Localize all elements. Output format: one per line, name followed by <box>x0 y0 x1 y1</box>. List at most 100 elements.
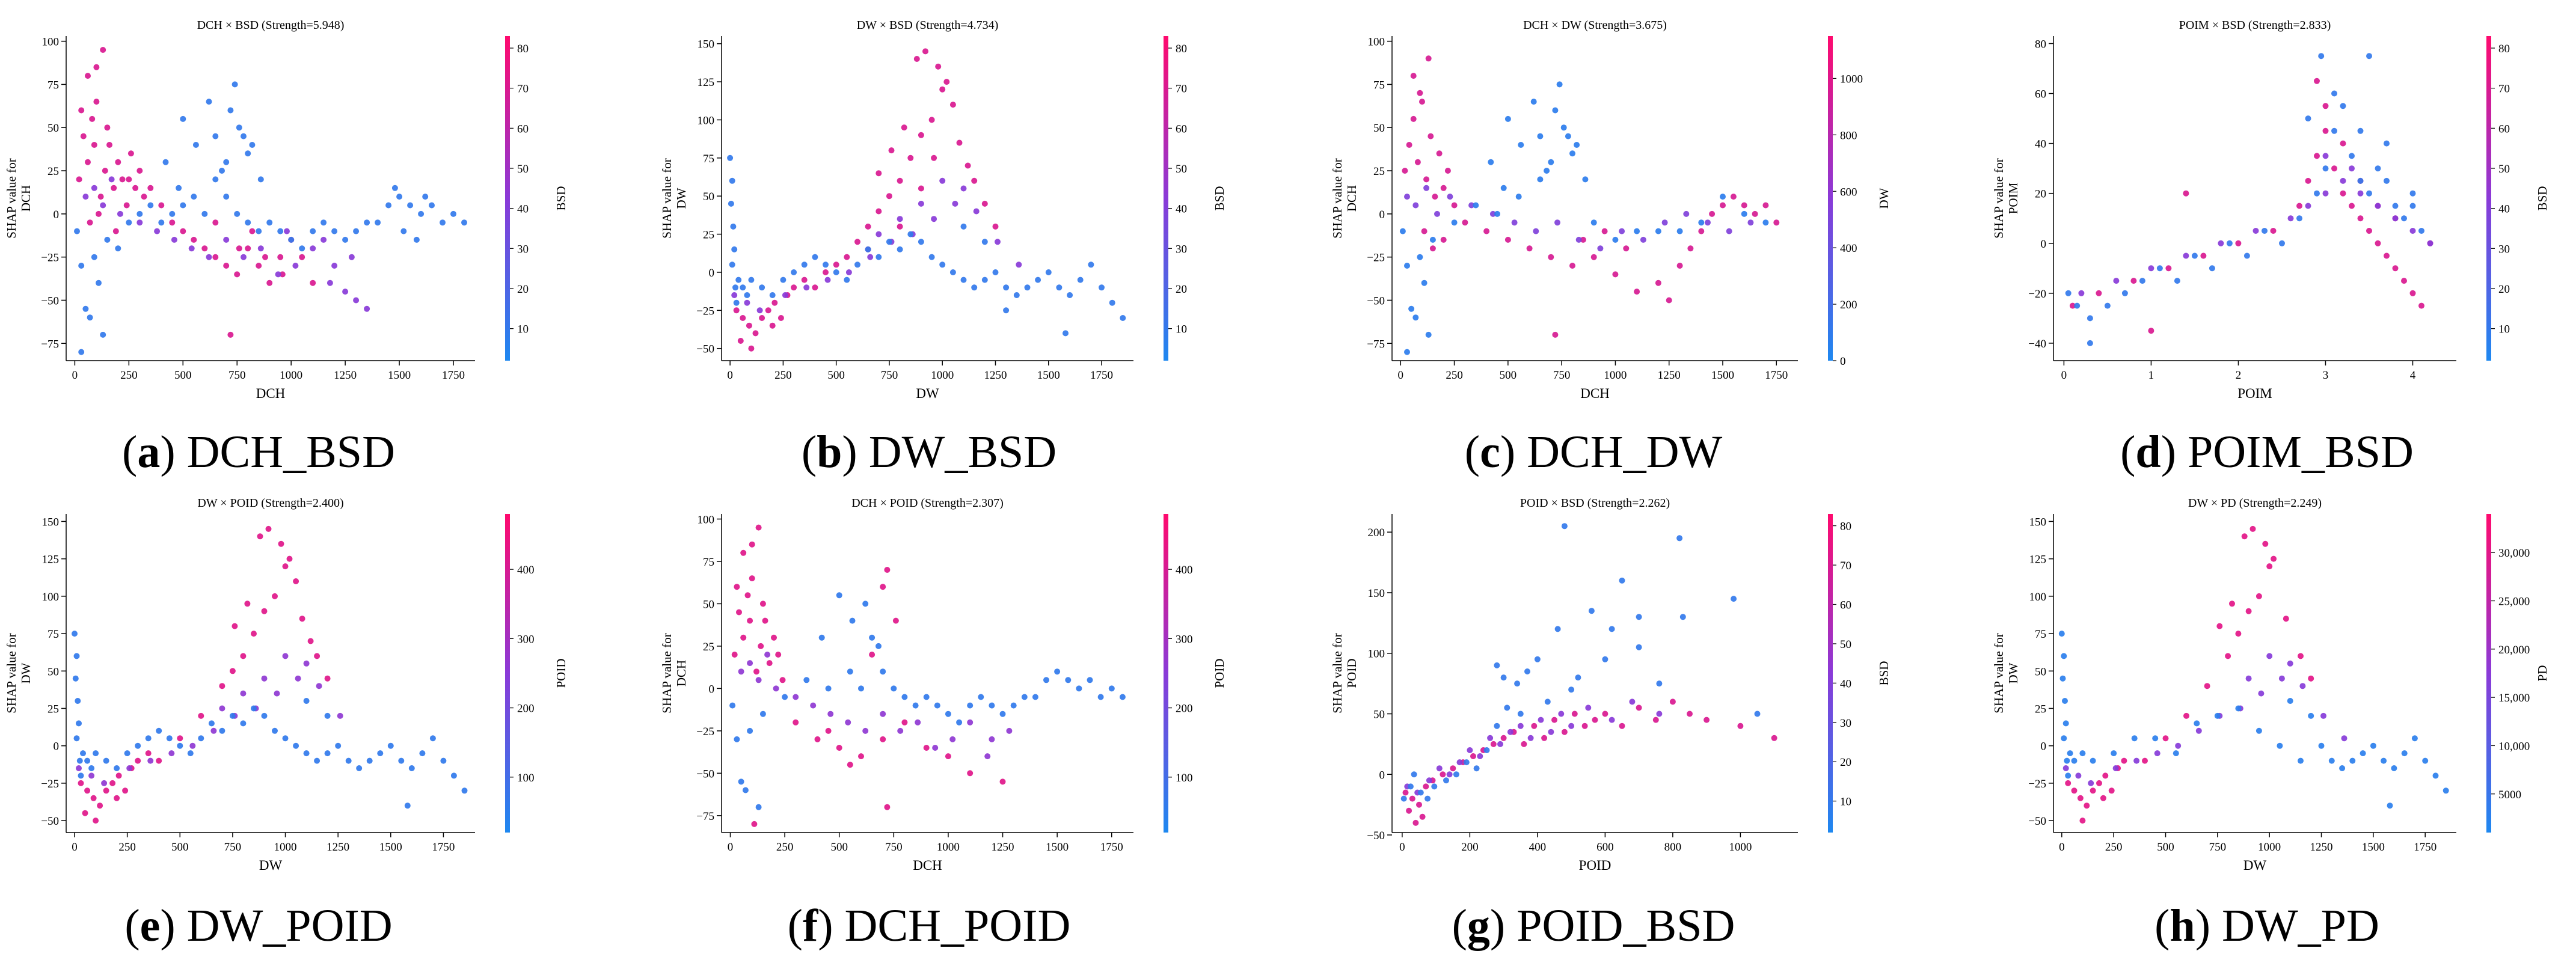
scatter-point <box>295 675 301 682</box>
scatter-point <box>245 245 251 252</box>
scatter-point <box>2392 203 2399 209</box>
scatter-point <box>2349 165 2355 172</box>
scatter-point <box>2059 675 2066 682</box>
scatter-point <box>775 652 782 658</box>
scatter-point <box>729 261 735 268</box>
y-tick-label: 50 <box>703 191 714 203</box>
x-axis-label: DCH <box>913 858 942 873</box>
scatter-point <box>981 200 988 207</box>
scatter-point <box>440 757 447 764</box>
x-tick-label: 750 <box>885 841 903 854</box>
scatter-point <box>1056 284 1063 291</box>
scatter-point <box>364 305 370 312</box>
y-tick-label: 0 <box>709 683 715 695</box>
scatter-point <box>1088 261 1094 268</box>
scatter-point <box>984 753 991 760</box>
scatter-point <box>1569 150 1575 157</box>
scatter-point <box>100 202 106 209</box>
scatter-point <box>1629 698 1636 705</box>
scatter-point <box>880 711 886 717</box>
scatter-point <box>274 690 280 697</box>
scatter-point <box>1619 723 1625 729</box>
scatter-point <box>844 254 850 260</box>
scatter-point <box>206 99 212 105</box>
y-tick-label: 25 <box>703 229 714 242</box>
y-tick-label: 25 <box>2035 703 2046 715</box>
scatter-point <box>1423 185 1430 191</box>
scatter-point <box>2357 215 2364 222</box>
scatter-point <box>198 712 204 719</box>
scatter-point <box>158 202 165 209</box>
scatter-point <box>2258 690 2265 697</box>
y-axis-label: SHAP value forDCH <box>4 158 33 238</box>
scatter-point <box>1463 759 1470 766</box>
y-tick-label: 25 <box>48 165 59 178</box>
scatter-point <box>1451 202 1458 209</box>
scatter-point <box>1656 711 1663 717</box>
scatter-point <box>740 549 747 556</box>
scatter-point <box>2266 563 2273 570</box>
scatter-point <box>303 660 310 667</box>
y-tick-label: −75 <box>1367 338 1385 350</box>
y-tick-label: −50 <box>41 815 59 828</box>
y-tick-label: 0 <box>1379 769 1385 781</box>
scatter-point <box>2308 712 2314 719</box>
y-tick-label: −50 <box>1367 830 1385 842</box>
scatter-point <box>314 757 320 764</box>
x-axis-label: POIM <box>2237 386 2272 401</box>
scatter-point <box>429 735 436 742</box>
scatter-point <box>2225 653 2231 659</box>
colorbar-tick-label: 50 <box>517 163 529 176</box>
colorbar-tick-label: 300 <box>517 633 535 646</box>
scatter-point <box>398 757 405 764</box>
scatter-point <box>2443 787 2449 794</box>
scatter-point <box>78 772 84 779</box>
scatter-point <box>884 804 891 810</box>
scatter-point <box>299 254 305 260</box>
scatter-point <box>1440 771 1446 778</box>
scatter-point <box>2277 742 2283 749</box>
scatter-point <box>992 269 999 275</box>
scatter-point <box>2100 795 2106 801</box>
scatter-point <box>918 132 924 138</box>
scatter-point <box>2090 757 2096 764</box>
scatter-point <box>1636 614 1642 620</box>
scatter-point <box>1590 254 1597 260</box>
scatter-point <box>282 653 289 659</box>
scatter-point <box>240 720 247 727</box>
y-tick-label: 0 <box>2041 741 2047 753</box>
scatter-point <box>773 685 779 692</box>
y-tick-label: 50 <box>1373 122 1385 135</box>
scatter-point <box>1440 236 1447 243</box>
scatter-point <box>1608 717 1615 723</box>
scatter-point <box>1412 202 1419 209</box>
scatter-point <box>72 631 78 637</box>
scatter-point <box>1676 535 1683 542</box>
scatter-point <box>884 567 891 573</box>
scatter-point <box>1687 245 1694 252</box>
scatter-point <box>1119 694 1126 700</box>
scatter-point <box>2065 780 2072 786</box>
scatter-point <box>2331 127 2337 134</box>
scatter-point <box>2339 765 2346 771</box>
scatter-point <box>2165 265 2172 272</box>
scatter-point <box>1623 245 1630 252</box>
scatter-point <box>759 601 766 607</box>
scatter-point <box>1552 107 1559 114</box>
scatter-point <box>2375 240 2381 246</box>
scatter-point <box>316 683 322 689</box>
scatter-point <box>762 617 768 624</box>
colorbar-tick-label: 70 <box>517 83 529 96</box>
scatter-point <box>1560 124 1567 131</box>
y-axis-label: SHAP value forDW <box>1992 633 2020 713</box>
scatter-point <box>810 702 817 709</box>
scatter-point <box>324 712 331 719</box>
panel-caption: (g) POID_BSD <box>1452 900 1735 951</box>
scatter-point <box>1597 245 1604 252</box>
colorbar-label: POID <box>554 658 568 688</box>
scatter-point <box>2214 712 2221 719</box>
scatter-point <box>396 194 403 200</box>
scatter-point <box>2322 103 2329 109</box>
scatter-point <box>2235 240 2242 246</box>
scatter-point <box>945 711 951 717</box>
